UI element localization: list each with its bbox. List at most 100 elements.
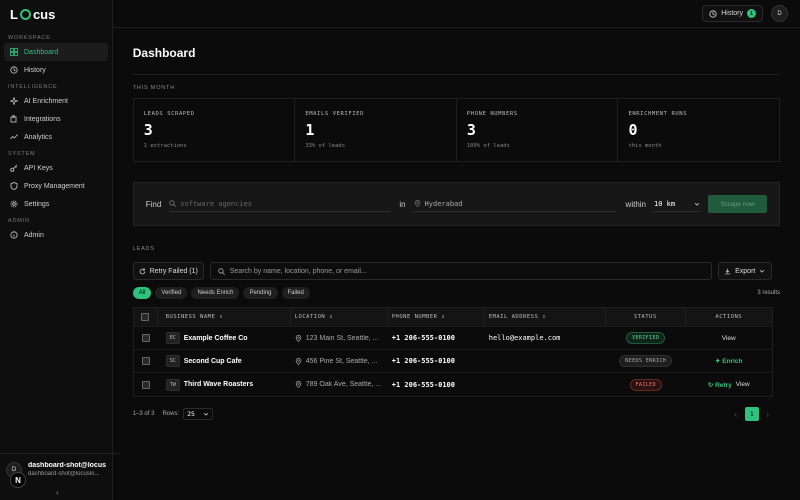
main-content: History 1 D Dashboard THIS MONTH LEADS S… (112, 0, 800, 500)
history-count-badge: 1 (747, 9, 756, 18)
query-placeholder: software agencies (180, 199, 252, 208)
location-cell: 456 Pine St, Seattle, ... (291, 350, 388, 372)
status-cell: NEEDS ENRICH (606, 350, 686, 372)
sidebar-item-history[interactable]: History (4, 61, 108, 79)
table-row[interactable]: SC Second Cup Cafe 456 Pine St, Seattle,… (133, 350, 772, 373)
map-pin-icon (295, 357, 302, 365)
phone-number: +1 206-555-0100 (391, 380, 455, 389)
sidebar-item-api-keys[interactable]: API Keys (4, 159, 108, 177)
column-header-label: PHONE NUMBER (391, 314, 438, 320)
sidebar-item-label: Analytics (24, 133, 53, 141)
stat-enrichment-runs: ENRICHMENT RUNS 0 this month (618, 99, 779, 161)
analytics-icon (10, 133, 18, 141)
retry-label: Retry (715, 381, 732, 389)
table-row[interactable]: EC Example Coffee Co 123 Main St, Seattl… (133, 327, 772, 350)
stat-sub: 1 extractions (143, 143, 187, 149)
column-header-location[interactable]: LOCATION ⇕ (291, 308, 388, 326)
business-name[interactable]: Second Cup Cafe (183, 357, 242, 365)
retry-failed-button[interactable]: Retry Failed (1) (132, 262, 204, 280)
stat-value: 1 (305, 121, 315, 139)
location-text: 456 Pine St, Seattle, ... (305, 357, 378, 365)
collapse-sidebar-button[interactable]: ‹ (56, 488, 59, 497)
business-cell: SC Second Cup Cafe (158, 350, 291, 372)
column-header-email[interactable]: EMAIL ADDRESS ⇕ (485, 308, 606, 326)
location-text: 123 Main St, Seattle, ... (305, 334, 379, 342)
history-icon (10, 66, 18, 74)
actions-cell: ↻ Retry View (686, 373, 772, 396)
table-footer: 1–3 of 3 Rows: 25 ‹ 1 › (133, 407, 773, 421)
sidebar-item-label: Admin (24, 231, 44, 239)
stat-sub: this month (628, 143, 662, 149)
stat-label: PHONE NUMBERS (466, 111, 518, 117)
table-header: BUSINESS NAME ⇕ LOCATION ⇕ PHONE NUMBER … (133, 308, 772, 327)
radius-select[interactable]: 10 km (654, 196, 700, 212)
scrape-now-button[interactable]: Scrape now (708, 195, 767, 213)
puzzle-icon (10, 115, 18, 123)
grid-icon (10, 48, 18, 56)
rows-per-page-select[interactable]: 25 (183, 408, 214, 420)
row-checkbox[interactable] (141, 380, 150, 389)
previous-page-icon[interactable]: ‹ (734, 409, 738, 419)
business-initials: EC (165, 332, 180, 344)
view-button[interactable]: View (721, 334, 736, 342)
refresh-icon (139, 268, 146, 275)
column-header-status: STATUS (606, 308, 686, 326)
column-header-phone[interactable]: PHONE NUMBER ⇕ (388, 308, 485, 326)
sidebar-item-integrations[interactable]: Integrations (4, 110, 108, 128)
next-page-icon[interactable]: › (766, 409, 770, 419)
export-button[interactable]: Export (717, 262, 772, 280)
select-all-checkbox[interactable] (141, 313, 150, 321)
filter-chip-pending[interactable]: Pending (243, 287, 278, 299)
retry-button[interactable]: ↻ Retry (708, 381, 732, 389)
sidebar-item-analytics[interactable]: Analytics (4, 128, 108, 146)
table-row[interactable]: TW Third Wave Roasters 789 Oak Ave, Seat… (134, 373, 772, 396)
email-address: hello@example.com (488, 334, 561, 342)
sidebar-item-admin[interactable]: Admin (4, 226, 108, 244)
actions-cell: View (686, 327, 772, 349)
n-logo-icon[interactable]: N (10, 472, 26, 488)
page-number-button[interactable]: 1 (744, 407, 759, 421)
radius-value: 10 km (654, 199, 676, 208)
filter-chip-all[interactable]: All (132, 287, 152, 299)
business-name[interactable]: Example Coffee Co (183, 334, 248, 342)
filter-chip-failed[interactable]: Failed (281, 287, 310, 299)
enrich-button[interactable]: ✦ Enrich (715, 357, 743, 365)
filter-chip-needs-enrich[interactable]: Needs Enrich (191, 287, 240, 299)
query-input[interactable]: software agencies (169, 196, 392, 212)
column-header-label: EMAIL ADDRESS (488, 314, 539, 320)
sidebar-item-settings[interactable]: Settings (4, 195, 108, 213)
sidebar-item-label: API Keys (24, 164, 53, 172)
status-badge: NEEDS ENRICH (619, 355, 673, 367)
user-avatar-button[interactable]: D (771, 5, 788, 22)
phone-cell: +1 206-555-0100 (388, 350, 485, 372)
filter-chip-verified[interactable]: Verified (155, 287, 188, 299)
stat-value: 3 (143, 121, 153, 139)
sidebar-item-proxy-management[interactable]: Proxy Management (4, 177, 108, 195)
location-input[interactable]: Hyderabad (413, 196, 616, 212)
view-button[interactable]: View (735, 381, 750, 388)
sort-icon: ⇕ (219, 314, 224, 320)
sidebar-item-label: History (24, 66, 46, 74)
logo-prefix: L (10, 6, 18, 22)
key-icon (10, 164, 18, 172)
sidebar-item-ai-enrichment[interactable]: AI Enrichment (4, 92, 108, 110)
sort-icon: ⇕ (542, 314, 547, 320)
history-button[interactable]: History 1 (702, 5, 763, 22)
sidebar-item-dashboard[interactable]: Dashboard (4, 43, 108, 61)
divider (132, 74, 780, 75)
section-intelligence: INTELLIGENCE (8, 84, 58, 90)
find-label: Find (145, 199, 162, 209)
leads-search-input[interactable]: Search by name, location, phone, or emai… (209, 262, 712, 280)
history-icon (709, 9, 717, 18)
retry-label: Retry Failed (1) (149, 267, 198, 275)
stat-label: EMAILS VERIFIED (305, 111, 364, 117)
business-name[interactable]: Third Wave Roasters (183, 381, 254, 388)
row-checkbox[interactable] (141, 357, 150, 365)
chevron-down-icon (759, 268, 765, 274)
column-header-business[interactable]: BUSINESS NAME ⇕ (158, 308, 291, 326)
row-checkbox[interactable] (141, 334, 150, 342)
email-cell: hello@example.com (485, 327, 606, 349)
section-workspace: WORKSPACE (8, 35, 51, 41)
phone-cell: +1 206-555-0100 (388, 327, 485, 349)
